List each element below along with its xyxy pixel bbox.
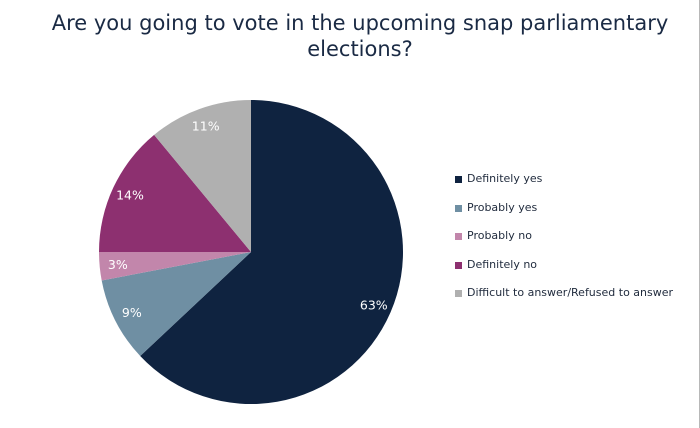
slice-label-definitely-yes: 63% [360,298,388,313]
pie-slice-definitely-no [99,134,251,252]
legend-swatch [455,204,462,212]
slice-label-probably-yes: 9% [122,305,142,320]
legend-label: Difficult to answer/Refused to answer [467,286,674,299]
legend-item-definitely-yes: Definitely yes [455,172,685,186]
legend-label: Probably yes [467,200,538,214]
chart-title: Are you going to vote in the upcoming sn… [51,11,669,61]
slice-label-probably-no: 3% [108,257,128,272]
legend-swatch [455,233,462,240]
legend-swatch [455,176,462,183]
legend-label: Probably no [467,229,532,242]
legend-item-probably-yes: Probably yes [455,201,685,215]
legend-item-difficult-to-answer-refused-to-answer: Difficult to answer/Refused to answer [455,286,685,300]
legend-swatch [455,290,462,297]
legend-item-definitely-no: Definitely no [455,258,685,272]
slice-label-difficult-to-answer-refused-to-answer: 11% [192,119,220,134]
legend-label: Definitely no [467,257,538,271]
pie-slice-probably-yes [101,252,251,357]
legend-item-probably-no: Probably no [455,229,685,243]
legend-swatch [455,261,462,269]
legend-label: Definitely yes [467,172,543,185]
slice-label-definitely-no: 14% [116,188,144,203]
pie-slice-definitely-yes [140,100,404,404]
chart-legend: Definitely yes Probably yes Probably no Def… [455,172,685,315]
pie-slice-difficult-to-answer-refused-to-answer [154,99,251,252]
pie-slice-probably-no [99,252,251,281]
